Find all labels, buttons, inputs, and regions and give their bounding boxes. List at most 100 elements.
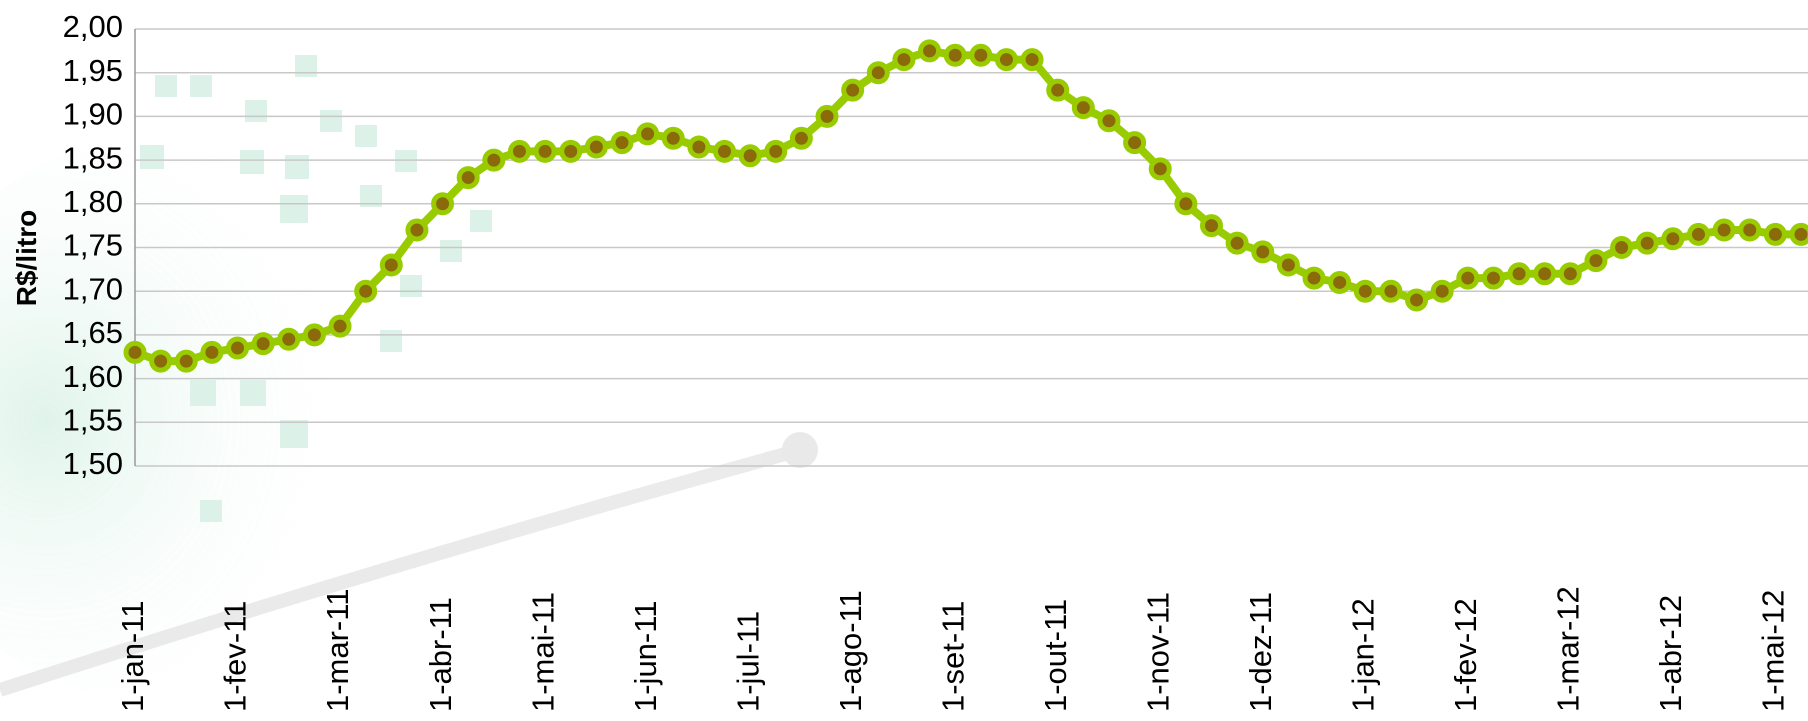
x-tick-label: 1-fev-12 <box>1448 598 1483 712</box>
data-point <box>636 122 660 146</box>
data-point <box>789 126 813 150</box>
data-point <box>1738 218 1762 242</box>
data-point <box>969 43 993 67</box>
data-point <box>584 135 608 159</box>
data-point <box>841 78 865 102</box>
data-point <box>892 48 916 72</box>
data-point <box>1199 214 1223 238</box>
data-point <box>610 131 634 155</box>
x-tick-label: 1-jan-12 <box>1345 598 1380 712</box>
data-point <box>1174 192 1198 216</box>
y-tick-label: 1,55 <box>63 402 123 437</box>
data-point <box>1302 266 1326 290</box>
x-tick-label: 1-abr-12 <box>1653 595 1688 712</box>
data-point <box>1123 131 1147 155</box>
data-point <box>200 340 224 364</box>
data-point <box>1456 266 1480 290</box>
x-tick-label: 1-mai-11 <box>525 592 560 712</box>
data-point <box>1251 240 1275 264</box>
data-point <box>302 323 326 347</box>
x-tick-label: 1-jul-11 <box>730 611 765 712</box>
data-point <box>1328 270 1352 294</box>
grid <box>134 28 1808 467</box>
data-point <box>1430 279 1454 303</box>
y-tick-label: 1,75 <box>63 228 123 263</box>
data-point <box>994 48 1018 72</box>
data-point <box>1558 262 1582 286</box>
data-point <box>533 139 557 163</box>
data-point <box>943 43 967 67</box>
data-point <box>482 148 506 172</box>
data-point <box>1686 222 1710 246</box>
x-tick-label: 1-ago-11 <box>833 590 868 712</box>
background-decoration <box>0 55 818 700</box>
y-tick-label: 1,60 <box>63 359 123 394</box>
data-point <box>226 336 250 360</box>
data-point <box>507 139 531 163</box>
y-tick-label: 1,95 <box>63 53 123 88</box>
data-point <box>713 139 737 163</box>
x-tick-label: 1-mar-11 <box>320 589 355 712</box>
data-point <box>687 135 711 159</box>
x-tick-label: 1-nov-11 <box>1140 592 1175 712</box>
data-point <box>661 126 685 150</box>
data-point <box>866 61 890 85</box>
y-tick-label: 1,50 <box>63 446 123 481</box>
y-tick-label: 1,85 <box>63 140 123 175</box>
data-point <box>379 253 403 277</box>
axis-labels: 1,50 1,55 1,60 1,65 1,70 1,75 1,80 1,85 1,90 1,95… <box>63 9 1791 712</box>
data-point <box>918 39 942 63</box>
data-point <box>149 349 173 373</box>
x-tick-label: 1-fev-11 <box>218 601 253 712</box>
x-tick-label: 1-mai-12 <box>1756 590 1791 712</box>
data-point <box>1405 288 1429 312</box>
x-tick-label: 1-set-11 <box>935 601 970 712</box>
data-point <box>405 218 429 242</box>
y-axis-label: R$/litro <box>11 210 42 306</box>
x-tick-label: 1-jun-11 <box>628 601 663 712</box>
data-point <box>815 104 839 128</box>
data-point <box>1046 78 1070 102</box>
y-tick-label: 1,80 <box>63 184 123 219</box>
data-point <box>1610 236 1634 259</box>
data-point <box>1276 253 1300 277</box>
data-point <box>251 332 275 356</box>
x-tick-label: 1-abr-11 <box>423 597 458 712</box>
data-point <box>277 327 301 351</box>
data-point <box>1353 279 1377 303</box>
data-point <box>1225 231 1249 255</box>
y-tick-label: 1,70 <box>63 271 123 306</box>
x-tick-label: 1-jan-11 <box>115 601 150 712</box>
x-tick-label: 1-mar-12 <box>1551 586 1586 712</box>
y-tick-label: 2,00 <box>63 9 123 44</box>
x-tick-label: 1-out-11 <box>1038 599 1073 712</box>
data-point <box>1020 48 1044 72</box>
y-tick-label: 1,65 <box>63 315 123 350</box>
data-point <box>1379 279 1403 303</box>
data-point <box>764 139 788 163</box>
data-point <box>431 192 455 216</box>
data-point <box>354 279 378 303</box>
data-point <box>1148 157 1172 181</box>
data-point <box>456 166 480 190</box>
data-point <box>1533 262 1557 286</box>
data-point <box>1097 109 1121 133</box>
data-point <box>1071 96 1095 120</box>
data-point <box>1635 231 1659 255</box>
data-point <box>1789 222 1808 246</box>
data-point <box>328 314 352 338</box>
data-point <box>559 139 583 163</box>
data-point <box>123 340 147 364</box>
y-tick-label: 1,90 <box>63 97 123 132</box>
data-point <box>1661 227 1685 251</box>
data-point <box>174 349 198 373</box>
data-point <box>1584 249 1608 273</box>
data-point <box>738 144 762 168</box>
plot <box>123 39 1808 373</box>
data-point <box>1481 266 1505 290</box>
data-point <box>1763 222 1787 246</box>
data-point <box>1712 218 1736 242</box>
x-tick-label: 1-dez-11 <box>1243 592 1278 712</box>
